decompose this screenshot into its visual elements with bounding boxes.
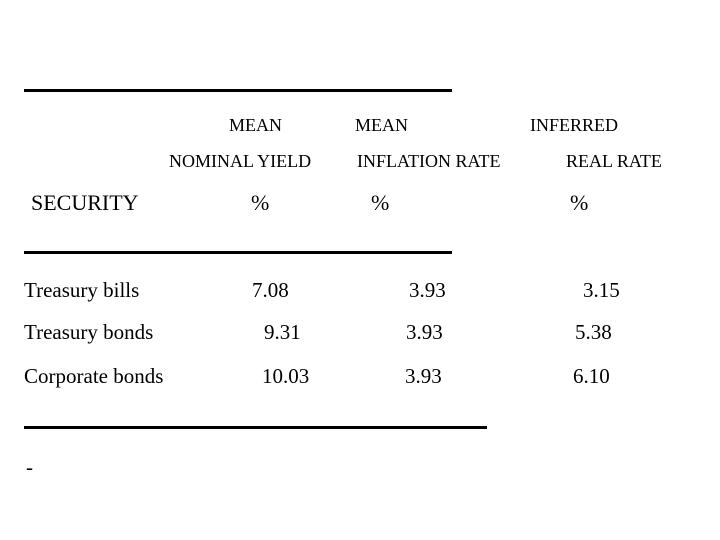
header-inferred-line1: INFERRED <box>530 115 619 135</box>
header-pct-nominal: % <box>251 190 270 215</box>
header-real-rate-line2: REAL RATE <box>566 151 662 171</box>
table-row-inflation-rate: 3.93 <box>406 320 443 344</box>
trailing-dash: - <box>26 455 33 479</box>
table-row-real-rate: 3.15 <box>583 278 620 302</box>
table-row-security: Treasury bills <box>24 278 140 302</box>
header-nominal-yield-line2: NOMINAL YIELD <box>169 151 312 171</box>
table-row-nominal-yield: 9.31 <box>264 320 301 344</box>
header-mean-nominal-line1: MEAN <box>229 115 282 135</box>
header-security: SECURITY <box>31 190 139 215</box>
table-row-real-rate: 6.10 <box>573 364 610 388</box>
table-row-real-rate: 5.38 <box>575 320 612 344</box>
table-row-inflation-rate: 3.93 <box>405 364 442 388</box>
header-mean-inflation-line1: MEAN <box>355 115 408 135</box>
header-pct-real: % <box>570 190 589 215</box>
table-row-security: Corporate bonds <box>24 364 164 388</box>
table-row-inflation-rate: 3.93 <box>409 278 446 302</box>
header-pct-inflation: % <box>371 190 390 215</box>
bottom-rule <box>24 426 487 429</box>
header-inflation-rate-line2: INFLATION RATE <box>357 151 501 171</box>
table-row-nominal-yield: 7.08 <box>252 278 289 302</box>
header-rule <box>24 251 452 254</box>
table-row-nominal-yield: 10.03 <box>262 364 310 388</box>
top-rule <box>24 89 452 92</box>
table-row-security: Treasury bonds <box>24 320 154 344</box>
